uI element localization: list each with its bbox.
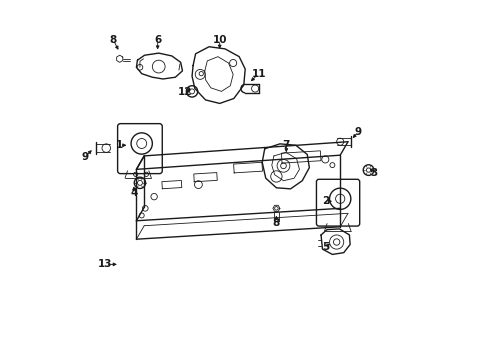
Text: 12: 12 xyxy=(177,87,192,97)
Text: 9: 9 xyxy=(81,152,88,162)
Text: 11: 11 xyxy=(251,69,265,79)
Text: 10: 10 xyxy=(212,35,226,45)
Text: 5: 5 xyxy=(321,242,328,252)
Text: 8: 8 xyxy=(109,35,117,45)
Text: 9: 9 xyxy=(354,127,361,137)
Text: 7: 7 xyxy=(282,140,289,150)
Text: 4: 4 xyxy=(130,189,137,198)
Text: 6: 6 xyxy=(154,35,161,45)
Text: 3: 3 xyxy=(369,168,377,178)
Text: 1: 1 xyxy=(116,140,123,150)
Text: 13: 13 xyxy=(98,259,113,269)
Text: 2: 2 xyxy=(322,196,329,206)
Text: 8: 8 xyxy=(272,217,280,228)
